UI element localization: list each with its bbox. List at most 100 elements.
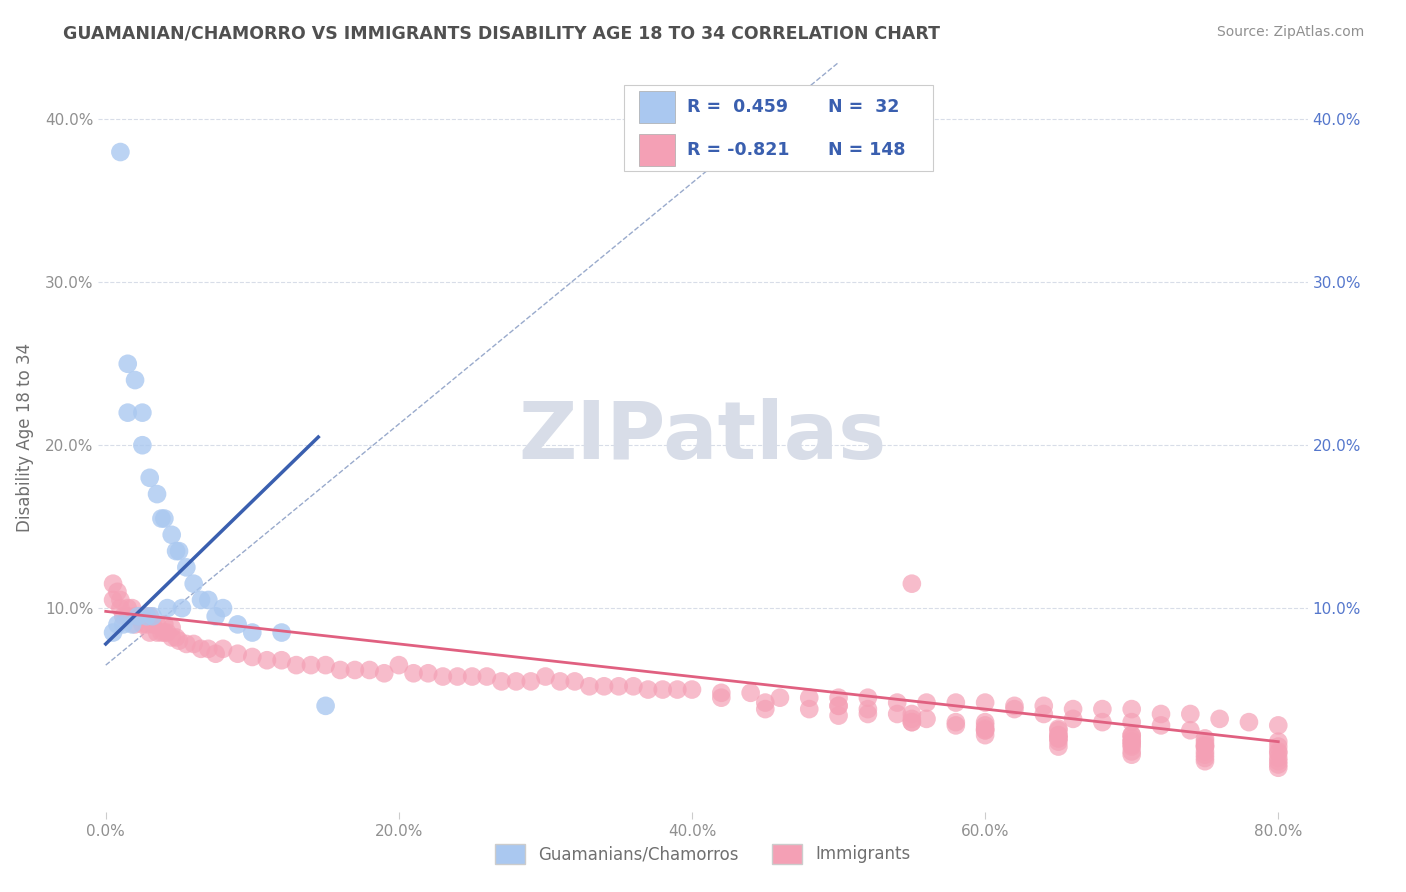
Point [160,631,183,645]
Point [1180,706,1202,721]
Point [165,631,187,645]
Point [886,706,908,721]
Point [1121,738,1143,752]
Point [1194,738,1216,752]
Point [901,712,924,726]
Point [204,609,226,624]
Point [226,647,249,661]
Point [827,690,849,705]
Point [142,609,165,624]
FancyBboxPatch shape [638,134,675,166]
Point [1004,702,1026,716]
FancyBboxPatch shape [638,91,675,122]
Point [974,722,997,736]
Point [1267,757,1289,772]
Point [1047,722,1070,736]
Point [110,593,132,607]
Point [1267,718,1289,732]
Point [131,609,153,624]
Point [1091,702,1114,716]
Point [256,653,278,667]
Point [754,702,776,716]
Point [153,617,176,632]
Point [359,663,381,677]
Point [901,715,924,730]
Point [901,706,924,721]
Point [901,576,924,591]
Point [107,617,129,632]
Point [1091,715,1114,730]
Point [190,641,212,656]
Point [170,601,193,615]
Point [1194,739,1216,754]
Point [974,728,997,742]
Point [153,511,176,525]
Point [607,679,630,693]
Point [127,609,149,624]
Point [107,584,129,599]
Point [666,682,689,697]
Point [1267,746,1289,760]
Point [1032,706,1054,721]
Point [240,650,263,665]
Point [270,625,292,640]
Point [146,617,169,632]
Point [1047,739,1070,754]
Point [1121,734,1143,748]
Point [150,625,173,640]
Point [1121,734,1143,748]
Point [769,690,792,705]
Point [138,609,160,624]
Text: GUAMANIAN/CHAMORRO VS IMMIGRANTS DISABILITY AGE 18 TO 34 CORRELATION CHART: GUAMANIAN/CHAMORRO VS IMMIGRANTS DISABIL… [63,25,941,43]
Point [135,609,157,624]
Point [446,669,468,683]
Point [432,669,454,683]
Text: Source: ZipAtlas.com: Source: ZipAtlas.com [1216,25,1364,39]
Point [710,690,733,705]
Point [343,663,366,677]
Point [681,682,703,697]
Point [886,696,908,710]
Point [112,609,135,624]
Point [1121,747,1143,762]
Point [974,718,997,732]
Point [101,593,124,607]
Point [491,674,513,689]
Point [1047,731,1070,746]
Point [1121,728,1143,742]
Point [1150,718,1173,732]
Point [915,712,938,726]
Point [167,544,190,558]
Point [1047,728,1070,742]
Point [637,682,659,697]
Point [827,708,849,723]
Point [1267,744,1289,758]
Point [1062,712,1084,726]
Point [167,633,190,648]
Point [827,698,849,713]
Point [131,438,153,452]
Point [1267,761,1289,775]
Point [945,718,967,732]
Point [520,674,543,689]
Point [117,609,139,624]
Point [1267,739,1289,754]
Point [212,641,235,656]
Point [548,674,571,689]
Point [1180,723,1202,738]
Point [127,609,149,624]
Point [1121,739,1143,754]
Point [101,576,124,591]
Point [124,373,146,387]
Point [974,723,997,738]
Point [299,658,322,673]
Point [1150,706,1173,721]
Point [1047,734,1070,748]
Point [475,669,498,683]
Point [564,674,586,689]
Point [505,674,527,689]
Point [165,544,187,558]
Point [1121,702,1143,716]
Point [534,669,557,683]
Point [1032,698,1054,713]
